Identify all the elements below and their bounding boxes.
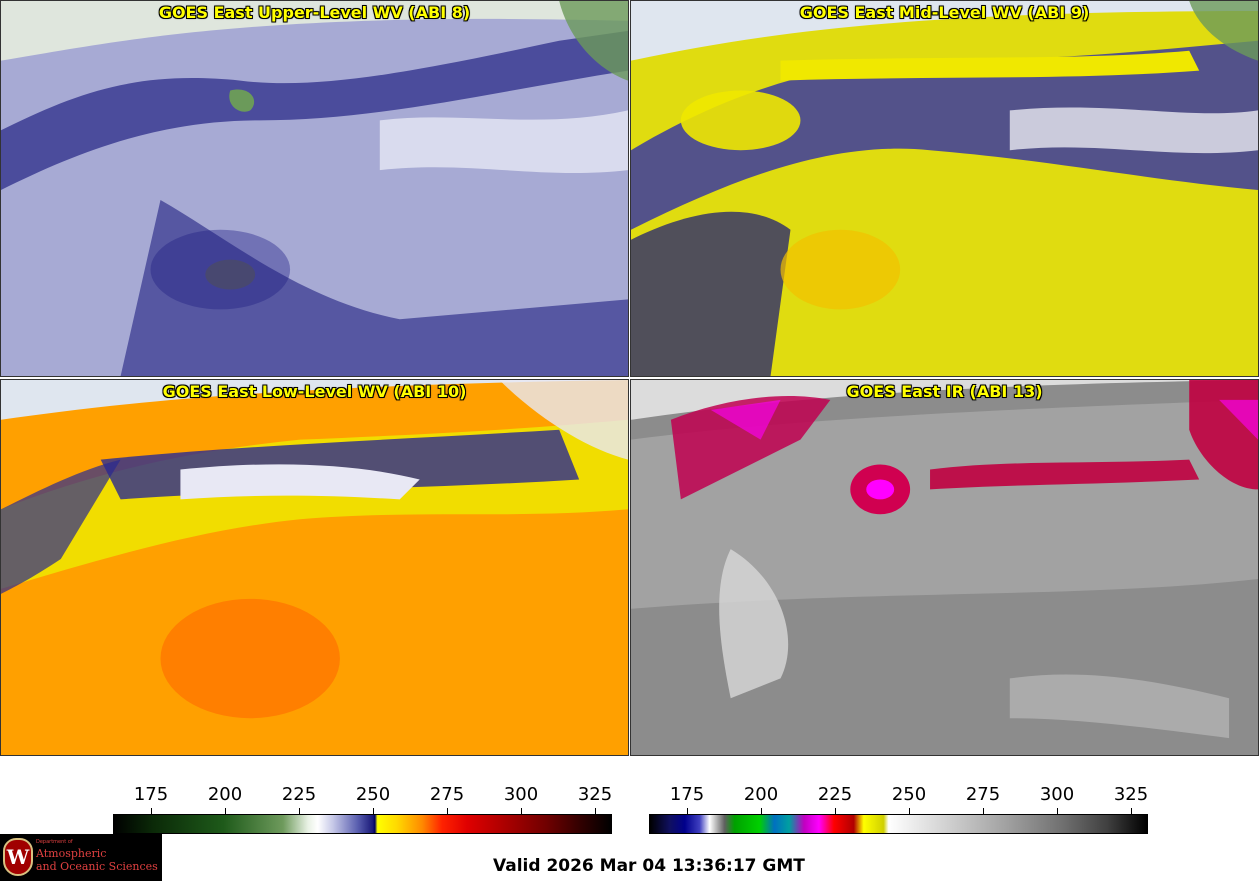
- ir-colorbar-ticks: 175 200 225 250 275 300 325: [649, 784, 1148, 808]
- colorbar-tick-label: 200: [207, 784, 243, 805]
- colorbar-tick-label: 200: [743, 784, 779, 805]
- panel-title: GOES East Mid-Level WV (ABI 9): [799, 3, 1090, 22]
- mid-level-wv-image: [631, 1, 1258, 376]
- colorbar-tick-label: 175: [133, 784, 169, 805]
- colorbar-tick-mark: [1131, 808, 1132, 814]
- colorbar-tick-mark: [983, 808, 984, 814]
- colorbar-tick-mark: [299, 808, 300, 814]
- ir-panel: GOES East IR (ABI 13): [630, 379, 1259, 756]
- logo-name-line2: and Oceanic Sciences: [36, 860, 158, 873]
- colorbar-tick-mark: [447, 808, 448, 814]
- colorbar-tick-mark: [225, 808, 226, 814]
- upper-level-wv-image: [1, 1, 628, 376]
- colorbar-tick-mark: [373, 808, 374, 814]
- colorbar-tick-label: 325: [577, 784, 613, 805]
- panel-title: GOES East IR (ABI 13): [846, 382, 1043, 401]
- ir-image: [631, 380, 1258, 755]
- wv-colorbar-ticks: 175 200 225 250 275 300 325: [113, 784, 612, 808]
- colorbar-tick-label: 175: [669, 784, 705, 805]
- colorbar-tick-label: 250: [891, 784, 927, 805]
- colorbar-tick-label: 250: [355, 784, 391, 805]
- colorbar-tick-label: 225: [281, 784, 317, 805]
- colorbar-tick-mark: [521, 808, 522, 814]
- colorbar-tick-mark: [687, 808, 688, 814]
- colorbar-tick-mark: [1057, 808, 1058, 814]
- colorbar-tick-label: 300: [503, 784, 539, 805]
- low-level-wv-image: [1, 380, 628, 755]
- colorbar-tick-label: 325: [1113, 784, 1149, 805]
- colorbar-tick-mark: [909, 808, 910, 814]
- aos-logo: W Department of Atmospheric and Oceanic …: [0, 834, 162, 881]
- panel-title: GOES East Upper-Level WV (ABI 8): [158, 3, 471, 22]
- ir-colorbar: 175 200 225 250 275 300 325: [649, 780, 1148, 838]
- ir-colorbar-gradient: [649, 814, 1148, 834]
- colorbar-tick-label: 275: [965, 784, 1001, 805]
- colorbar-tick-mark: [151, 808, 152, 814]
- colorbar-tick-label: 300: [1039, 784, 1075, 805]
- upper-level-wv-panel: GOES East Upper-Level WV (ABI 8): [0, 0, 629, 377]
- colorbar-tick-mark: [761, 808, 762, 814]
- wv-colorbar-gradient: [113, 814, 612, 834]
- low-level-wv-panel: GOES East Low-Level WV (ABI 10): [0, 379, 629, 756]
- uw-seal-icon: W: [3, 838, 33, 876]
- wv-colorbar: 175 200 225 250 275 300 325: [113, 780, 612, 838]
- colorbar-tick-mark: [595, 808, 596, 814]
- panel-title: GOES East Low-Level WV (ABI 10): [162, 382, 467, 401]
- logo-dept-text: Department of: [36, 839, 73, 845]
- valid-time-label: Valid 2026 Mar 04 13:36:17 GMT: [493, 856, 805, 876]
- colorbar-tick-label: 275: [429, 784, 465, 805]
- colorbar-tick-label: 225: [817, 784, 853, 805]
- colorbar-tick-mark: [835, 808, 836, 814]
- mid-level-wv-panel: GOES East Mid-Level WV (ABI 9): [630, 0, 1259, 377]
- logo-name-line1: Atmospheric: [36, 847, 107, 860]
